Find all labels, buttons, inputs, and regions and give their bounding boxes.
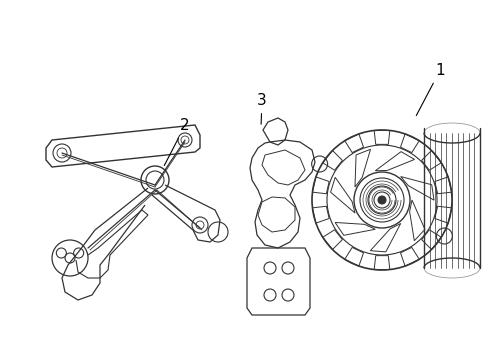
Circle shape bbox=[377, 196, 385, 204]
Text: 3: 3 bbox=[257, 93, 266, 124]
Text: 1: 1 bbox=[415, 63, 444, 116]
Text: 2: 2 bbox=[164, 118, 189, 166]
